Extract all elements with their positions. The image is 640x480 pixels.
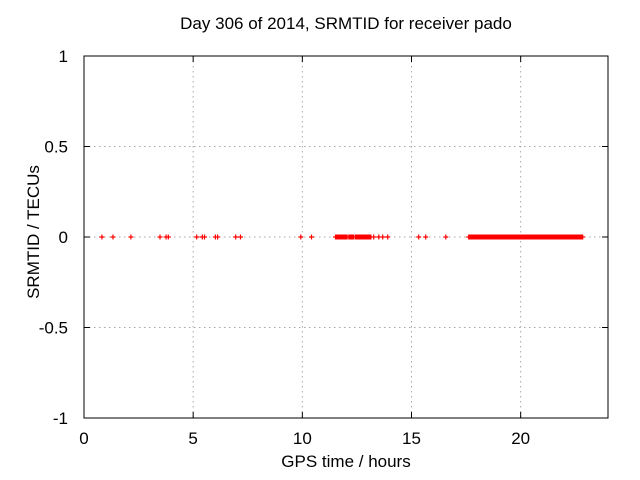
y-tick-label: 1 [59, 47, 68, 66]
x-tick-label: 10 [293, 429, 312, 448]
chart-title: Day 306 of 2014, SRMTID for receiver pad… [180, 14, 512, 33]
axis-ticks [83, 55, 608, 419]
y-tick-label: -1 [53, 409, 68, 428]
data-points-plus-markers [99, 234, 586, 240]
y-tick-label: 0.5 [44, 138, 68, 157]
x-tick-label: 0 [79, 429, 88, 448]
y-tick-label: -0.5 [39, 319, 68, 338]
x-tick-label: 15 [402, 429, 421, 448]
y-tick-label: 0 [59, 228, 68, 247]
x-tick-label: 5 [188, 429, 197, 448]
x-axis-label: GPS time / hours [281, 452, 411, 471]
x-tick-label: 20 [511, 429, 530, 448]
tick-labels: 0 5 10 15 20 1 0.5 0 -0.5 -1 [39, 47, 530, 448]
